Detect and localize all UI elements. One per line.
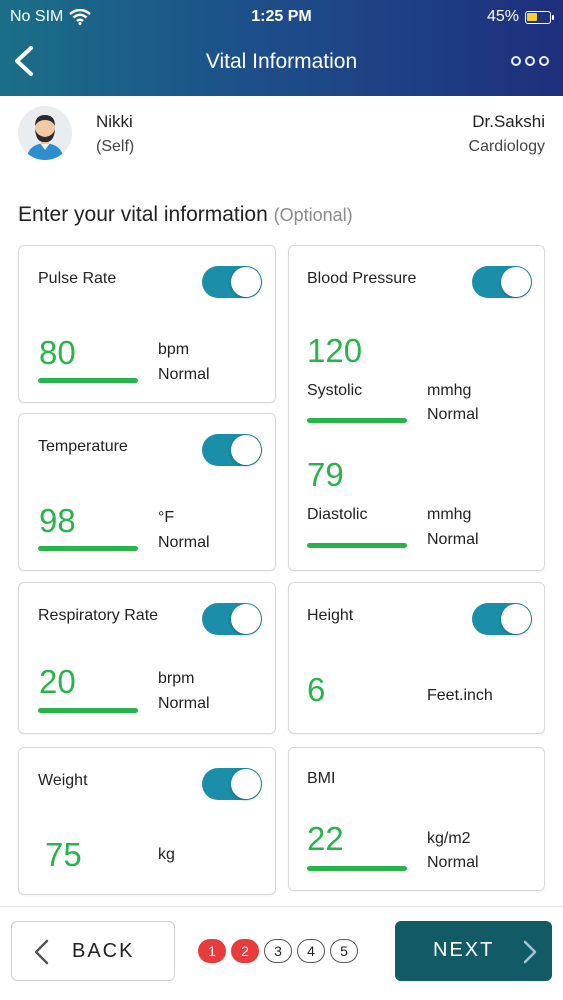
height-value[interactable]: 6: [307, 671, 326, 708]
pulse-rate-value[interactable]: 80: [39, 334, 76, 371]
respiratory-rate-underline: [38, 708, 138, 713]
height-toggle[interactable]: [472, 603, 532, 635]
pulse-rate-label: Pulse Rate: [38, 270, 117, 287]
chevron-right-icon: [523, 940, 537, 964]
patient-doctor-row: Nikki (Self) Dr.Sakshi Cardiology: [0, 96, 563, 176]
respiratory-rate-status: Normal: [158, 695, 210, 712]
back-button[interactable]: BACK: [11, 921, 175, 981]
step-2: 2: [231, 939, 259, 963]
section-title: Enter your vital information (Optional): [18, 203, 353, 227]
bmi-card: BMI 22 kg/m2 Normal: [288, 747, 545, 891]
temperature-toggle[interactable]: [202, 434, 262, 466]
weight-label: Weight: [38, 772, 88, 789]
height-label: Height: [307, 607, 354, 624]
systolic-unit: mmhg: [427, 382, 472, 399]
temperature-value[interactable]: 98: [39, 502, 76, 539]
more-options-icon[interactable]: [511, 56, 549, 66]
patient-name: Nikki: [96, 112, 133, 131]
step-4: 4: [297, 939, 325, 963]
patient-relation: (Self): [96, 138, 135, 155]
page-title: Vital Information: [205, 50, 358, 73]
optional-label: (Optional): [273, 205, 353, 225]
temperature-status: Normal: [158, 534, 210, 551]
diastolic-unit: mmhg: [427, 506, 472, 523]
diastolic-label: Diastolic: [307, 506, 368, 523]
wifi-icon: [69, 9, 92, 25]
step-3: 3: [264, 939, 292, 963]
next-button[interactable]: NEXT: [395, 921, 552, 981]
pulse-rate-status: Normal: [158, 366, 210, 383]
back-arrow-icon[interactable]: [10, 44, 40, 78]
respiratory-rate-card: Respiratory Rate 20 brpm Normal: [18, 582, 276, 734]
pulse-rate-toggle[interactable]: [202, 266, 262, 298]
doctor-name: Dr.Sakshi: [472, 112, 545, 131]
temperature-underline: [38, 546, 138, 551]
systolic-underline: [307, 418, 407, 423]
pulse-rate-card: Pulse Rate 80 bpm Normal: [18, 245, 276, 403]
step-5: 5: [330, 939, 358, 963]
respiratory-rate-unit: brpm: [158, 670, 195, 687]
step-1: 1: [198, 939, 226, 963]
bmi-value[interactable]: 22: [307, 820, 344, 857]
diastolic-status: Normal: [427, 531, 479, 548]
bmi-underline: [307, 866, 407, 871]
diastolic-value[interactable]: 79: [307, 456, 344, 493]
respiratory-rate-label: Respiratory Rate: [38, 607, 159, 624]
carrier-label: No SIM: [10, 8, 64, 25]
clock: 1:25 PM: [251, 8, 312, 25]
chevron-left-icon: [34, 939, 49, 965]
blood-pressure-card: Blood Pressure 120 Systolic mmhg Normal …: [288, 245, 545, 571]
weight-card: Weight 75 kg: [18, 747, 276, 895]
pulse-rate-unit: bpm: [158, 341, 190, 358]
app-header: No SIM 1:25 PM 45% Vital Information: [0, 0, 563, 96]
pulse-rate-underline: [38, 378, 138, 383]
systolic-value[interactable]: 120: [307, 332, 363, 369]
doctor-specialty: Cardiology: [468, 138, 545, 155]
height-unit: Feet.inch: [427, 687, 493, 704]
respiratory-rate-value[interactable]: 20: [39, 663, 76, 700]
weight-toggle[interactable]: [202, 768, 262, 800]
systolic-status: Normal: [427, 406, 479, 423]
respiratory-rate-toggle[interactable]: [202, 603, 262, 635]
user-avatar-icon: [26, 115, 64, 160]
bmi-status: Normal: [427, 854, 479, 871]
battery-percent: 45%: [486, 8, 519, 25]
section-title-text: Enter your vital information: [18, 203, 268, 226]
temperature-label: Temperature: [38, 438, 128, 455]
blood-pressure-label: Blood Pressure: [307, 270, 417, 287]
weight-value[interactable]: 75: [45, 836, 82, 873]
status-bar: No SIM 1:25 PM 45%: [0, 6, 563, 28]
temperature-card: Temperature 98 °F Normal: [18, 413, 276, 571]
back-button-label: BACK: [72, 940, 135, 962]
systolic-label: Systolic: [307, 382, 363, 399]
diastolic-underline: [307, 543, 407, 548]
avatar: [18, 106, 72, 160]
height-card: Height 6 Feet.inch: [288, 582, 545, 734]
weight-unit: kg: [158, 846, 175, 863]
battery-icon: [525, 10, 554, 24]
next-button-label: NEXT: [433, 939, 495, 961]
bmi-unit: kg/m2: [427, 830, 471, 847]
temperature-unit: °F: [158, 509, 175, 526]
bmi-label: BMI: [307, 770, 336, 787]
blood-pressure-toggle[interactable]: [472, 266, 532, 298]
